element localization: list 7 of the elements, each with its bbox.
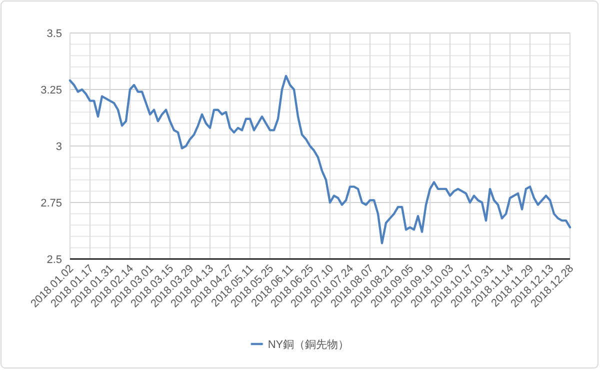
legend-label: NY銅（銅先物） [268, 338, 350, 351]
y-tick-label: 3.25 [40, 84, 62, 96]
y-tick-label: 3 [56, 141, 62, 153]
line-series [68, 74, 572, 244]
y-tick-label: 2.5 [46, 254, 62, 266]
y-tick-label: 3.5 [46, 28, 62, 40]
y-tick-label: 2.75 [40, 198, 62, 210]
